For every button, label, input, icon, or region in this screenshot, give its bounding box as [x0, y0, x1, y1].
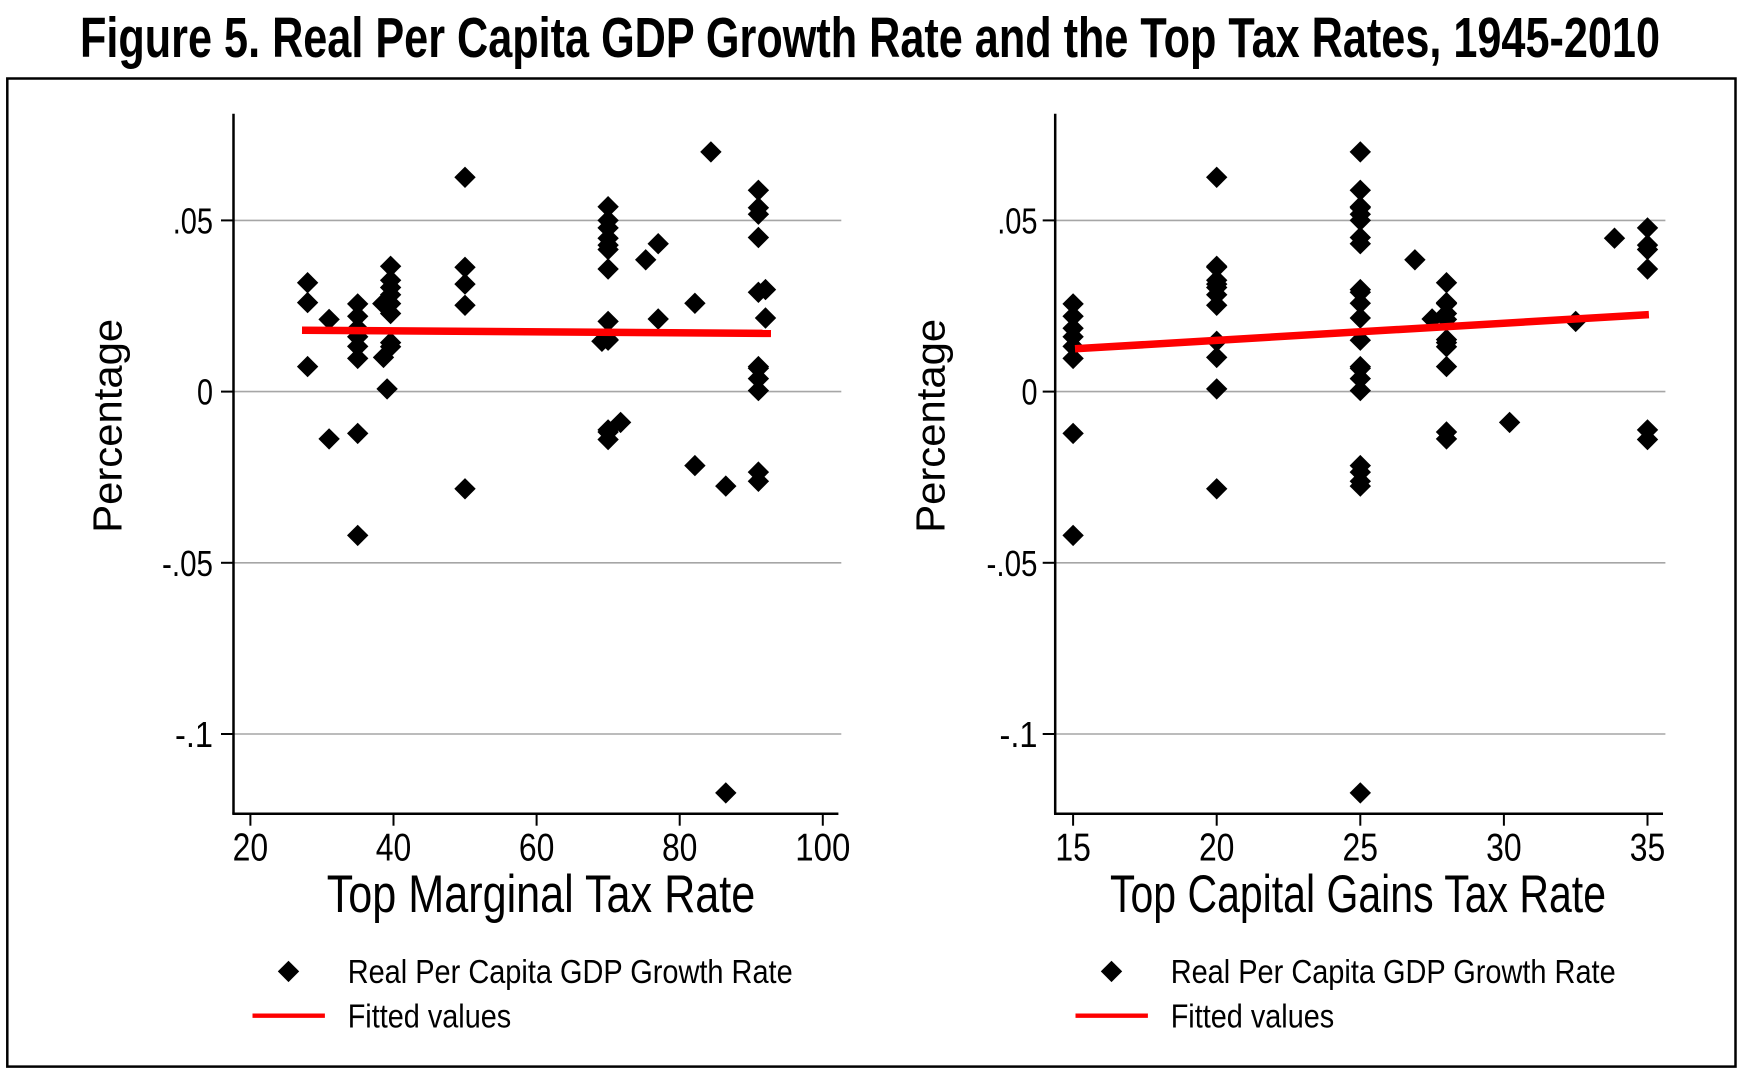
svg-text:Percentage: Percentage	[908, 319, 954, 533]
svg-text:25: 25	[1343, 827, 1379, 870]
svg-text:80: 80	[662, 827, 698, 870]
svg-text:Percentage: Percentage	[85, 319, 131, 533]
svg-text:0: 0	[197, 372, 213, 413]
svg-text:0: 0	[1022, 372, 1038, 413]
svg-text:Real Per Capita GDP Growth Rat: Real Per Capita GDP Growth Rate	[348, 953, 793, 990]
svg-text:-.1: -.1	[1000, 714, 1038, 755]
svg-text:-.1: -.1	[175, 714, 213, 755]
svg-text:Fitted values: Fitted values	[348, 997, 512, 1034]
svg-text:.05: .05	[997, 200, 1037, 241]
svg-text:20: 20	[1199, 827, 1235, 870]
svg-text:100: 100	[795, 827, 850, 870]
svg-text:20: 20	[233, 827, 269, 870]
svg-text:15: 15	[1055, 827, 1091, 870]
svg-text:35: 35	[1630, 827, 1666, 870]
svg-text:30: 30	[1486, 827, 1522, 870]
svg-text:-.05: -.05	[987, 543, 1038, 584]
svg-text:40: 40	[376, 827, 412, 870]
svg-text:Fitted values: Fitted values	[1171, 997, 1335, 1034]
svg-text:60: 60	[519, 827, 555, 870]
svg-text:Real Per Capita GDP Growth Rat: Real Per Capita GDP Growth Rate	[1171, 953, 1616, 990]
svg-text:Figure 5. Real Per Capita GDP: Figure 5. Real Per Capita GDP Growth Rat…	[80, 6, 1660, 70]
svg-text:Top Marginal Tax Rate: Top Marginal Tax Rate	[327, 865, 756, 924]
svg-text:Top Capital Gains Tax Rate: Top Capital Gains Tax Rate	[1110, 865, 1606, 924]
svg-text:-.05: -.05	[162, 543, 213, 584]
svg-text:.05: .05	[173, 200, 213, 241]
